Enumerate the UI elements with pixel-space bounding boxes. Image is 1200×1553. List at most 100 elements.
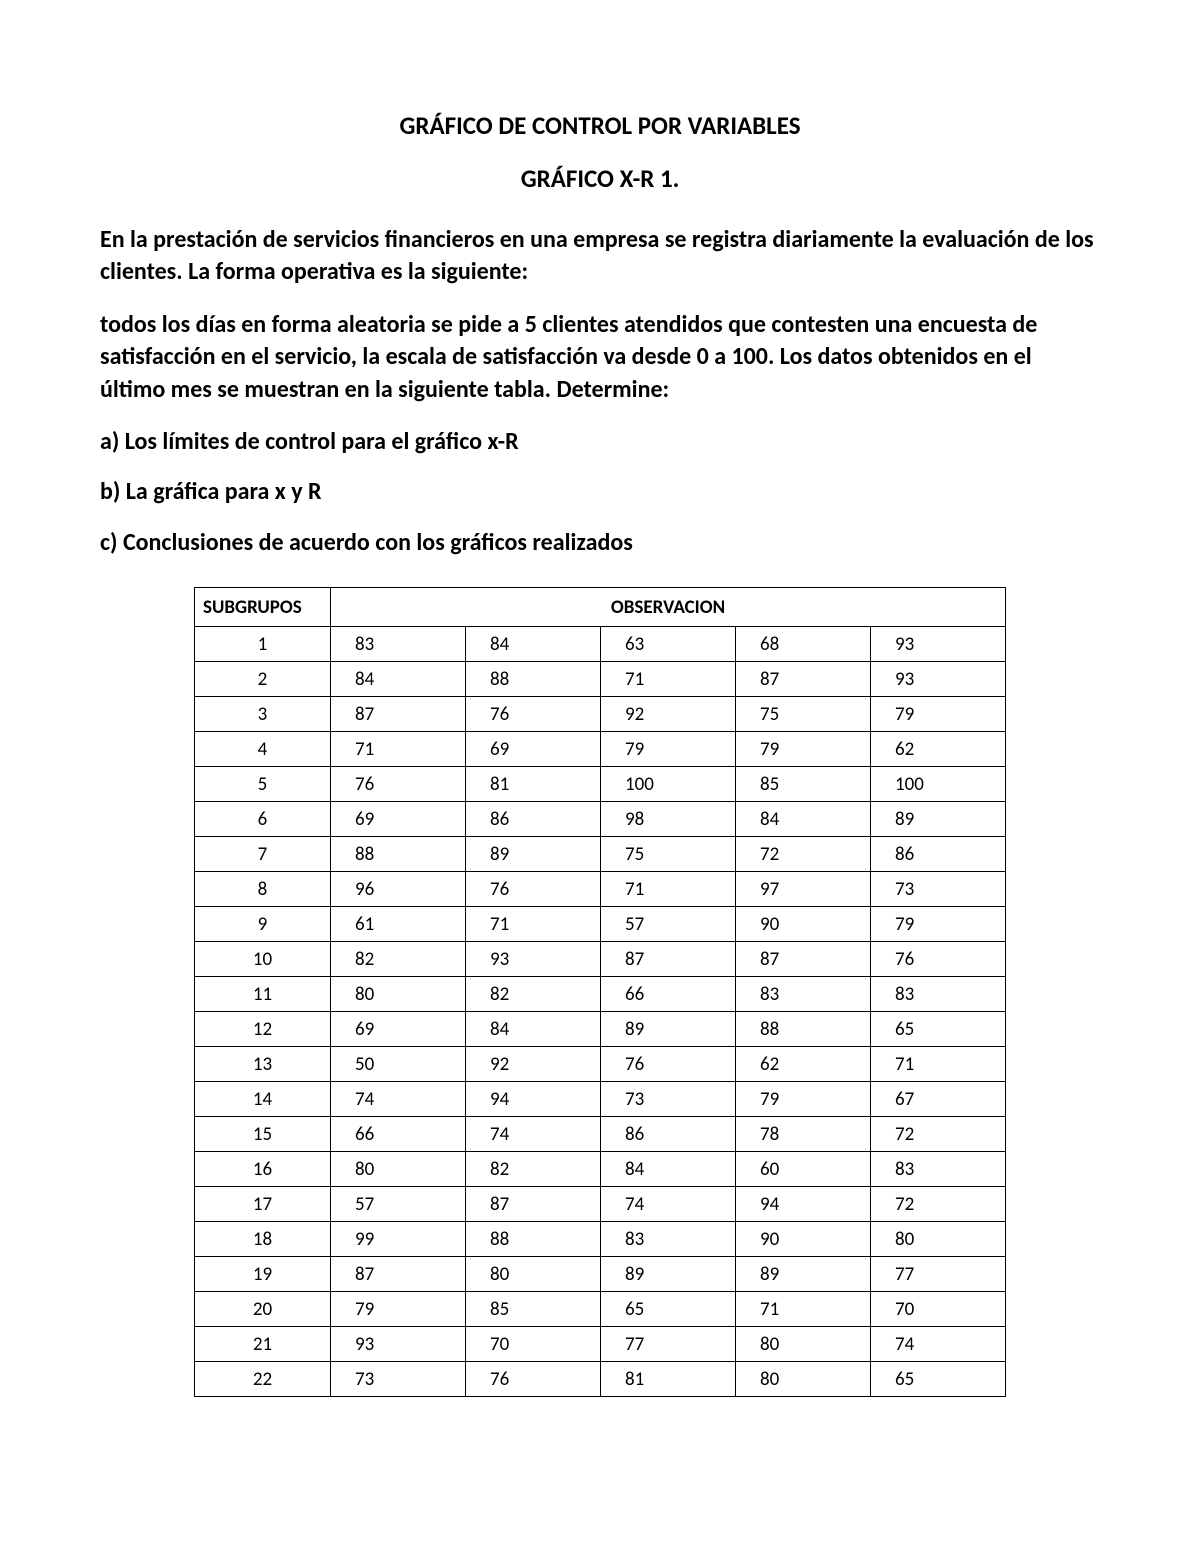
cell-observacion: 73 (330, 1362, 465, 1397)
cell-observacion: 84 (735, 802, 870, 837)
table-row: 66986988489 (194, 802, 1005, 837)
cell-observacion: 92 (600, 697, 735, 732)
cell-observacion: 83 (870, 1152, 1005, 1187)
table-row: 147494737967 (194, 1082, 1005, 1117)
cell-observacion: 76 (465, 1362, 600, 1397)
cell-subgrupo: 13 (194, 1047, 330, 1082)
cell-observacion: 73 (600, 1082, 735, 1117)
cell-observacion: 84 (465, 1012, 600, 1047)
cell-observacion: 76 (870, 942, 1005, 977)
cell-observacion: 89 (735, 1257, 870, 1292)
table-row: 108293878776 (194, 942, 1005, 977)
cell-observacion: 65 (870, 1362, 1005, 1397)
cell-observacion: 86 (465, 802, 600, 837)
cell-observacion: 74 (870, 1327, 1005, 1362)
cell-subgrupo: 19 (194, 1257, 330, 1292)
cell-observacion: 79 (870, 697, 1005, 732)
cell-observacion: 75 (735, 697, 870, 732)
cell-observacion: 82 (465, 977, 600, 1012)
cell-observacion: 87 (465, 1187, 600, 1222)
cell-observacion: 71 (600, 662, 735, 697)
table-body: 1838463689328488718793387769275794716979… (194, 627, 1005, 1397)
cell-observacion: 66 (600, 977, 735, 1012)
cell-observacion: 80 (870, 1222, 1005, 1257)
cell-observacion: 72 (870, 1117, 1005, 1152)
cell-observacion: 93 (465, 942, 600, 977)
title-main: GRÁFICO DE CONTROL POR VARIABLES (100, 110, 1100, 141)
cell-observacion: 84 (330, 662, 465, 697)
cell-observacion: 79 (735, 732, 870, 767)
cell-observacion: 77 (600, 1327, 735, 1362)
cell-subgrupo: 12 (194, 1012, 330, 1047)
cell-subgrupo: 3 (194, 697, 330, 732)
title-sub: GRÁFICO X-R 1. (100, 163, 1100, 194)
cell-observacion: 100 (870, 767, 1005, 802)
cell-observacion: 76 (600, 1047, 735, 1082)
cell-observacion: 94 (735, 1187, 870, 1222)
table-row: 168082846083 (194, 1152, 1005, 1187)
cell-subgrupo: 22 (194, 1362, 330, 1397)
cell-observacion: 97 (735, 872, 870, 907)
cell-observacion: 68 (735, 627, 870, 662)
table-row: 118082668383 (194, 977, 1005, 1012)
cell-observacion: 80 (465, 1257, 600, 1292)
cell-observacion: 85 (735, 767, 870, 802)
cell-subgrupo: 10 (194, 942, 330, 977)
table-row: 28488718793 (194, 662, 1005, 697)
cell-observacion: 88 (465, 662, 600, 697)
cell-observacion: 72 (870, 1187, 1005, 1222)
cell-observacion: 74 (465, 1117, 600, 1152)
table-row: 78889757286 (194, 837, 1005, 872)
cell-observacion: 87 (600, 942, 735, 977)
cell-observacion: 77 (870, 1257, 1005, 1292)
table-row: 135092766271 (194, 1047, 1005, 1082)
cell-observacion: 69 (465, 732, 600, 767)
cell-observacion: 88 (330, 837, 465, 872)
cell-observacion: 100 (600, 767, 735, 802)
cell-observacion: 70 (870, 1292, 1005, 1327)
cell-observacion: 81 (600, 1362, 735, 1397)
cell-observacion: 71 (735, 1292, 870, 1327)
paragraph-intro-2: todos los días en forma aleatoria se pid… (100, 309, 1100, 406)
table-row: 198780898977 (194, 1257, 1005, 1292)
question-c: c) Conclusiones de acuerdo con los gráfi… (100, 527, 1100, 559)
cell-observacion: 67 (870, 1082, 1005, 1117)
cell-observacion: 69 (330, 1012, 465, 1047)
table-row: 5768110085100 (194, 767, 1005, 802)
paragraph-intro-1: En la prestación de servicios financiero… (100, 224, 1100, 289)
col-header-subgrupos: SUBGRUPOS (194, 588, 330, 627)
cell-observacion: 90 (735, 907, 870, 942)
cell-observacion: 76 (465, 872, 600, 907)
table-row: 89676719773 (194, 872, 1005, 907)
cell-subgrupo: 11 (194, 977, 330, 1012)
cell-observacion: 83 (600, 1222, 735, 1257)
cell-observacion: 62 (735, 1047, 870, 1082)
cell-observacion: 87 (330, 1257, 465, 1292)
cell-observacion: 81 (465, 767, 600, 802)
cell-subgrupo: 20 (194, 1292, 330, 1327)
table-row: 47169797962 (194, 732, 1005, 767)
cell-observacion: 93 (870, 627, 1005, 662)
cell-observacion: 50 (330, 1047, 465, 1082)
cell-subgrupo: 2 (194, 662, 330, 697)
table-row: 156674867872 (194, 1117, 1005, 1152)
cell-observacion: 98 (600, 802, 735, 837)
cell-observacion: 71 (870, 1047, 1005, 1082)
table-row: 38776927579 (194, 697, 1005, 732)
cell-observacion: 84 (600, 1152, 735, 1187)
cell-observacion: 83 (735, 977, 870, 1012)
cell-subgrupo: 14 (194, 1082, 330, 1117)
cell-observacion: 63 (600, 627, 735, 662)
cell-observacion: 71 (465, 907, 600, 942)
cell-observacion: 80 (735, 1327, 870, 1362)
cell-observacion: 85 (465, 1292, 600, 1327)
cell-subgrupo: 9 (194, 907, 330, 942)
question-a: a) Los límites de control para el gráfic… (100, 426, 1100, 458)
cell-subgrupo: 17 (194, 1187, 330, 1222)
cell-observacion: 74 (330, 1082, 465, 1117)
cell-observacion: 87 (330, 697, 465, 732)
cell-observacion: 80 (735, 1362, 870, 1397)
cell-subgrupo: 15 (194, 1117, 330, 1152)
cell-observacion: 76 (330, 767, 465, 802)
cell-observacion: 62 (870, 732, 1005, 767)
